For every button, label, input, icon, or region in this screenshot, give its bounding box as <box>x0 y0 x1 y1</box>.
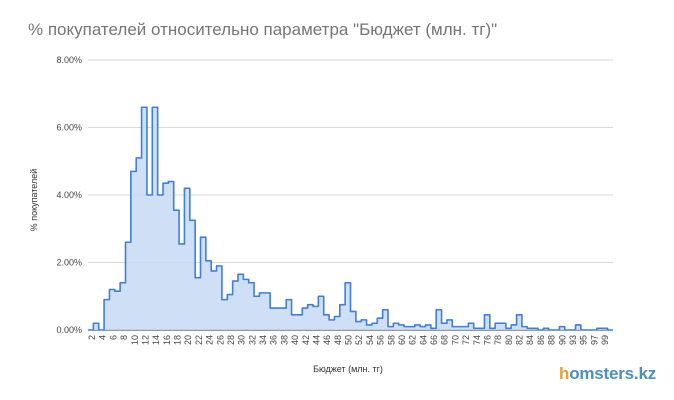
x-tick-label: 64 <box>418 335 428 345</box>
y-tick-label: 2.00% <box>56 258 82 268</box>
x-tick-label: 72 <box>461 335 471 345</box>
x-tick-label: 30 <box>237 335 247 345</box>
x-tick-label: 20 <box>183 335 193 345</box>
x-tick-label: 54 <box>365 335 375 345</box>
x-axis-title: Бюджет (млн. тг) <box>313 364 383 374</box>
y-tick-label: 6.00% <box>56 123 82 133</box>
x-tick-label: 48 <box>333 335 343 345</box>
x-tick-label: 4 <box>98 335 108 340</box>
x-axis-ticks: 2 4 6 8 10 12 14 16 18 20 22 24 26 28 30 32 34 36 38 40 42 44… <box>87 335 610 345</box>
x-tick-label: 28 <box>226 335 236 345</box>
x-tick-label: 76 <box>482 335 492 345</box>
x-tick-label: 95 <box>579 335 589 345</box>
x-tick-label: 46 <box>322 335 332 345</box>
x-tick-label: 40 <box>290 335 300 345</box>
x-tick-label: 88 <box>547 335 557 345</box>
x-tick-label: 86 <box>536 335 546 345</box>
x-tick-label: 60 <box>397 335 407 345</box>
x-tick-label: 14 <box>151 335 161 345</box>
x-tick-label: 10 <box>130 335 140 345</box>
y-tick-label: 0.00% <box>56 325 82 335</box>
y-axis-title: % покупателей <box>29 169 39 232</box>
x-tick-label: 97 <box>589 335 599 345</box>
x-tick-label: 26 <box>215 335 225 345</box>
x-tick-label: 68 <box>440 335 450 345</box>
x-tick-label: 42 <box>301 335 311 345</box>
x-tick-label: 93 <box>568 335 578 345</box>
x-tick-label: 2 <box>87 335 97 340</box>
chart-title: % покупателей относительно параметра "Бю… <box>28 20 498 39</box>
brand-logo: homsters.kz <box>559 364 656 384</box>
x-tick-label: 80 <box>504 335 514 345</box>
x-tick-label: 24 <box>205 335 215 345</box>
x-tick-label: 12 <box>140 335 150 345</box>
brand-logo-text: omsters.kz <box>569 364 657 383</box>
x-tick-label: 58 <box>386 335 396 345</box>
series-line <box>88 106 613 331</box>
x-tick-label: 82 <box>515 335 525 345</box>
x-tick-label: 18 <box>173 335 183 345</box>
x-tick-label: 36 <box>269 335 279 345</box>
x-tick-label: 56 <box>376 335 386 345</box>
x-tick-label: 62 <box>408 335 418 345</box>
y-axis-ticks: 0.00% 2.00% 4.00% 6.00% 8.00% <box>56 55 82 335</box>
series-area-fill <box>88 107 613 330</box>
y-tick-label: 4.00% <box>56 190 82 200</box>
y-tick-label: 8.00% <box>56 55 82 65</box>
x-tick-label: 66 <box>429 335 439 345</box>
x-tick-label: 74 <box>472 335 482 345</box>
x-tick-label: 50 <box>344 335 354 345</box>
x-tick-label: 16 <box>162 335 172 345</box>
x-tick-label: 70 <box>450 335 460 345</box>
x-tick-label: 22 <box>194 335 204 345</box>
x-tick-label: 78 <box>493 335 503 345</box>
x-tick-label: 52 <box>354 335 364 345</box>
x-tick-label: 32 <box>247 335 257 345</box>
x-tick-label: 6 <box>108 335 118 340</box>
x-tick-label: 44 <box>311 335 321 345</box>
x-tick-label: 99 <box>600 335 610 345</box>
brand-logo-prefix: h <box>559 364 570 383</box>
x-tick-label: 34 <box>258 335 268 345</box>
x-tick-label: 38 <box>279 335 289 345</box>
x-tick-label: 8 <box>119 335 129 340</box>
x-tick-label: 90 <box>557 335 567 345</box>
x-tick-label: 84 <box>525 335 535 345</box>
